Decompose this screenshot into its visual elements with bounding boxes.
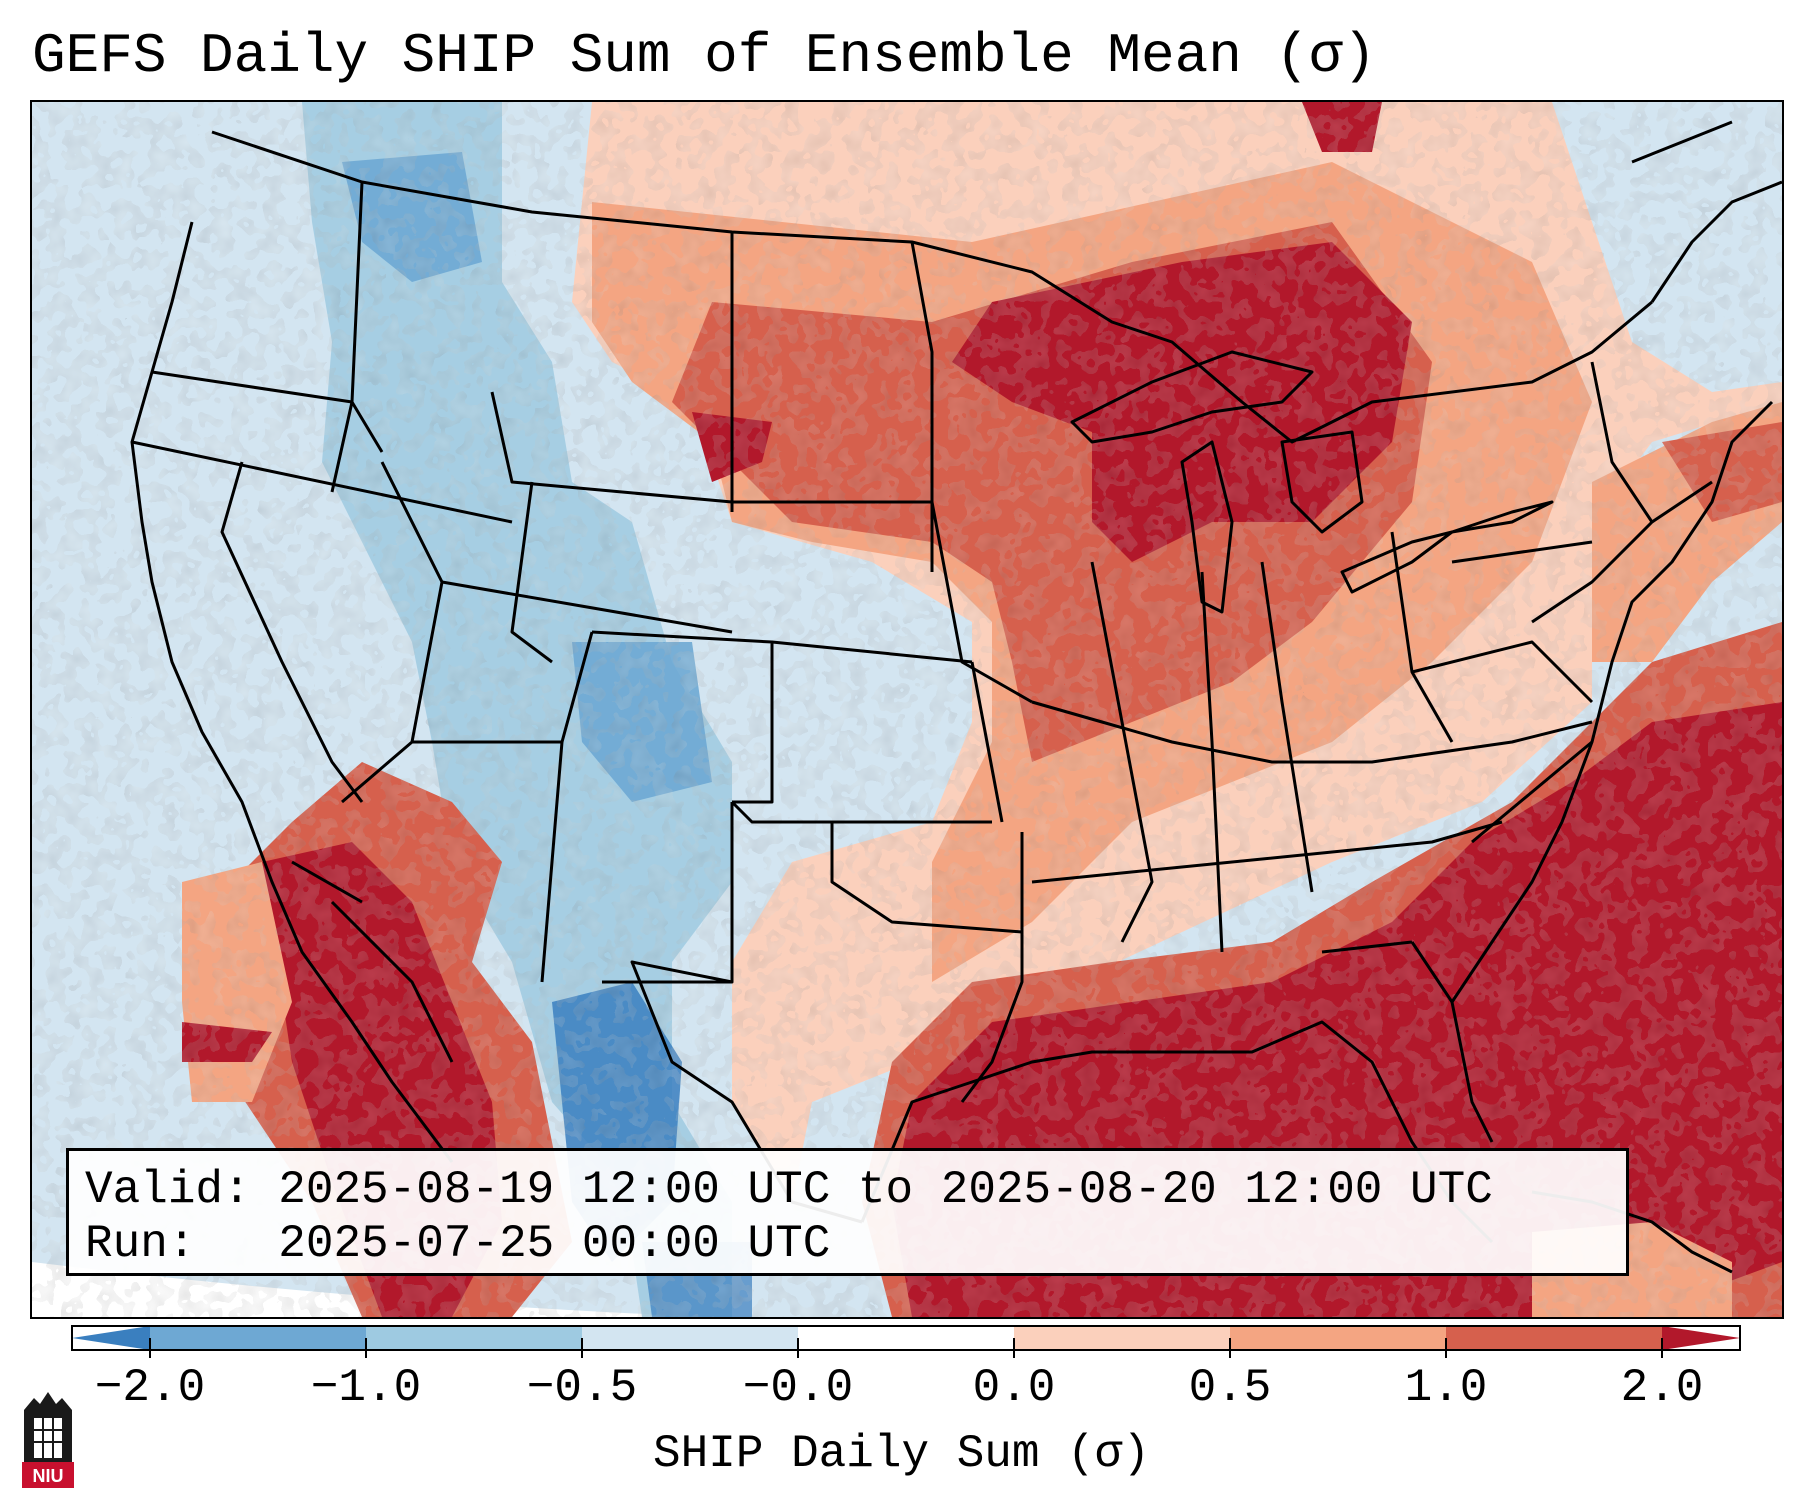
map-canvas	[32, 102, 1782, 1317]
colorbar-segment	[366, 1326, 583, 1350]
map-title: GEFS Daily SHIP Sum of Ensemble Mean (σ)	[32, 24, 1377, 88]
colorbar-tick-label: 0.5	[1188, 1362, 1272, 1414]
grid-texture	[32, 102, 1782, 1317]
colorbar-tick-label: 1.0	[1404, 1362, 1488, 1414]
colorbar-segment	[1230, 1326, 1447, 1350]
logo-text: NIU	[33, 1466, 64, 1486]
colorbar-segment	[582, 1326, 799, 1350]
colorbar-segment	[798, 1326, 1015, 1350]
colorbar-tick-label: −0.5	[526, 1362, 638, 1414]
run-time-text: Run: 2025-07-25 00:00 UTC	[85, 1218, 831, 1270]
colorbar-outline	[71, 1325, 1741, 1351]
colorbar-label: SHIP Daily Sum (σ)	[653, 1428, 1150, 1480]
colorbar-tick-label: 2.0	[1620, 1362, 1704, 1414]
colorbar-segment	[1014, 1326, 1231, 1350]
niu-logo: NIU	[22, 1392, 74, 1488]
map-panel	[30, 100, 1784, 1319]
boundary-lines	[130, 120, 1782, 1274]
colorbar-tick-label: −0.0	[742, 1362, 854, 1414]
colorbar-tick-label: −2.0	[94, 1362, 206, 1414]
colorbar-segment	[150, 1326, 367, 1350]
colorbar-tick-label: 0.0	[972, 1362, 1056, 1414]
validity-info-box: Valid: 2025-08-19 12:00 UTC to 2025-08-2…	[66, 1148, 1629, 1276]
valid-time-text: Valid: 2025-08-19 12:00 UTC to 2025-08-2…	[85, 1164, 1493, 1216]
colorbar-extend-high	[1662, 1326, 1740, 1350]
colorbar-segment	[1446, 1326, 1663, 1350]
colorbar	[71, 1325, 1741, 1358]
colorbar-extend-low	[72, 1326, 150, 1350]
colorbar-tick-label: −1.0	[310, 1362, 422, 1414]
